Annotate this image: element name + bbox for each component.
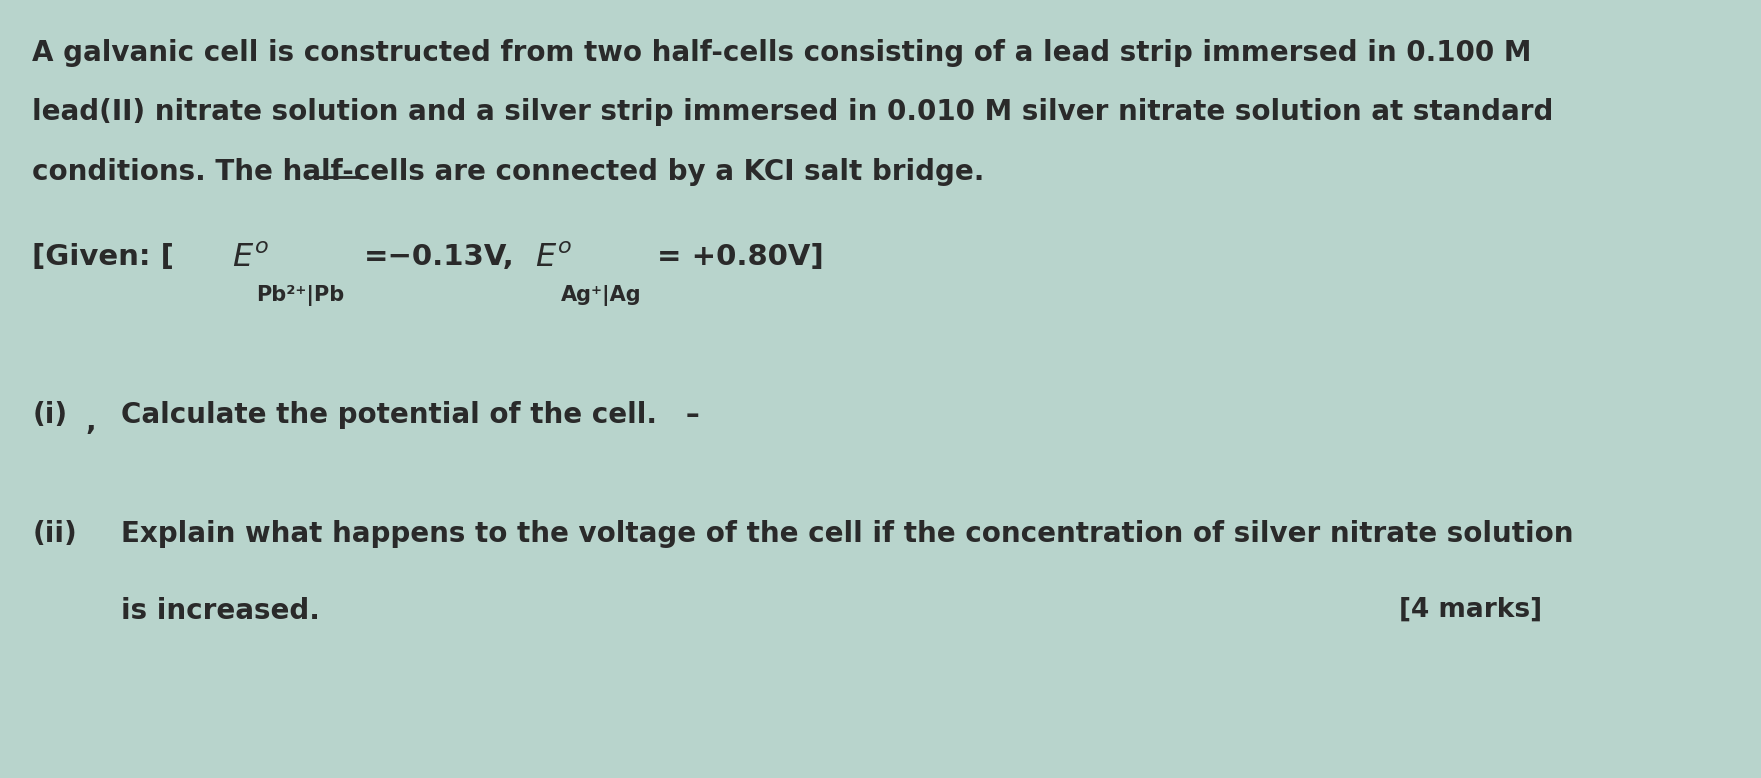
Text: Pb²⁺|Pb: Pb²⁺|Pb bbox=[255, 285, 343, 306]
Text: (i): (i) bbox=[32, 401, 67, 429]
Text: A galvanic cell is constructed from two half-cells consisting of a lead strip im: A galvanic cell is constructed from two … bbox=[32, 39, 1532, 67]
Text: [Given: [: [Given: [ bbox=[32, 243, 174, 271]
Text: Calculate the potential of the cell.   –: Calculate the potential of the cell. – bbox=[122, 401, 701, 429]
Text: =−0.13V,: =−0.13V, bbox=[363, 243, 514, 271]
Text: [4 marks]: [4 marks] bbox=[1398, 597, 1541, 623]
Text: is increased.: is increased. bbox=[122, 597, 321, 625]
Text: Explain what happens to the voltage of the cell if the concentration of silver n: Explain what happens to the voltage of t… bbox=[122, 520, 1574, 548]
Text: = +0.80V]: = +0.80V] bbox=[657, 243, 824, 271]
Text: $\mathit{E}^{o}$: $\mathit{E}^{o}$ bbox=[535, 243, 572, 274]
Text: Ag⁺|Ag: Ag⁺|Ag bbox=[560, 285, 641, 306]
Text: conditions. The half-cells are connected by a KCI salt bridge.: conditions. The half-cells are connected… bbox=[32, 158, 984, 186]
Text: lead(II) nitrate solution and a silver strip immersed in 0.010 M silver nitrate : lead(II) nitrate solution and a silver s… bbox=[32, 98, 1553, 126]
Text: ,: , bbox=[86, 408, 97, 436]
Text: $\mathit{E}^{o}$: $\mathit{E}^{o}$ bbox=[232, 243, 269, 274]
Text: (ii): (ii) bbox=[32, 520, 77, 548]
